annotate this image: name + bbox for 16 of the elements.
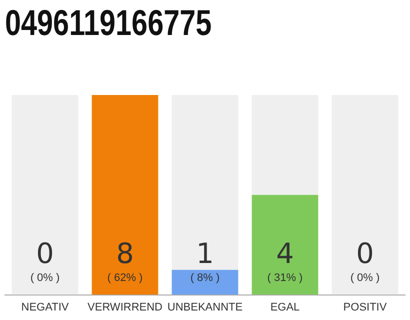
chart-title: 0496119166775: [5, 2, 212, 44]
annotation: ( 31% ): [267, 272, 303, 284]
x-tick-label: POSITIV: [343, 301, 388, 314]
x-tick-label: UNBEKANNTE: [167, 301, 243, 314]
annotation: ( 0% ): [350, 272, 380, 284]
x-tick-label: NEGATIV: [21, 301, 70, 314]
annotation: 0: [356, 236, 374, 270]
data-label: 8: [116, 236, 134, 270]
annotation: ( 8% ): [190, 272, 220, 284]
x-tick-label: VERWIRREND: [88, 301, 163, 314]
x-tick-label: EGAL: [270, 301, 300, 314]
annotation: ( 0% ): [30, 272, 60, 284]
annotation: 0: [36, 236, 54, 270]
data-label: 4: [276, 236, 294, 270]
data-label: 1: [196, 236, 214, 270]
annotation: ( 62% ): [107, 272, 143, 284]
